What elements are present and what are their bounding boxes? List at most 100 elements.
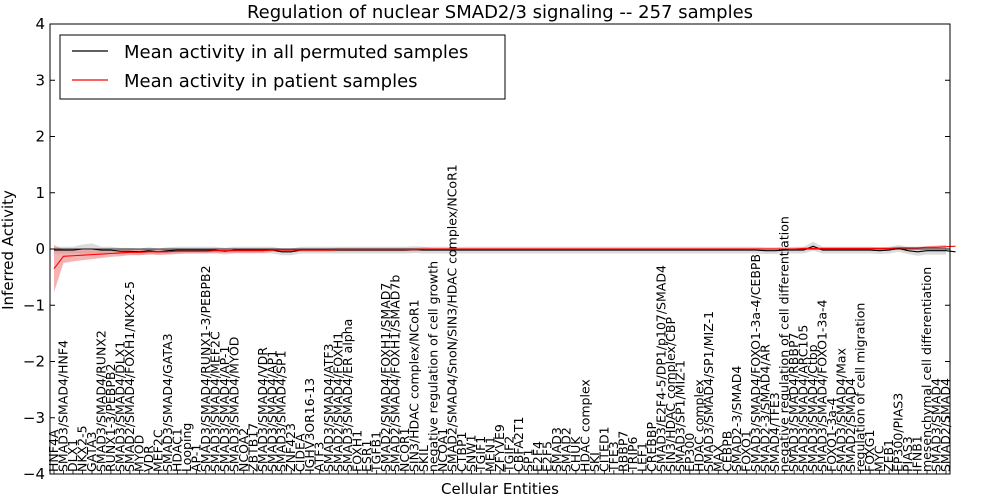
category-label: SMAD3/SMAD4/MYOD <box>226 337 241 472</box>
category-label: SMAD2-3/SMAD4/AR <box>758 344 773 472</box>
series-line-permuted <box>54 245 956 253</box>
category-label: E2F5 <box>539 441 554 472</box>
category-label: negative regulation of cell differentiat… <box>777 216 792 472</box>
category-label: SMAD2/SMAD4/FOXH1/SMAD7 <box>378 283 393 472</box>
legend-label-patient: Mean activity in patient samples <box>124 71 418 92</box>
category-label: SMAD3/SMAD4/AP1 <box>264 350 279 472</box>
x-axis-label: Cellular Entities <box>441 480 559 498</box>
category-label: NCOA1 <box>435 428 450 472</box>
category-label: SMAD2/SMAD4/FOXH1/NKX2-5 <box>122 281 137 472</box>
category-label: SNW1 <box>464 434 479 472</box>
category-label: SMAD3/SMAD4/RBBP7 <box>786 333 801 472</box>
category-label: SMAD3/SMAD4/FOXO1-3a-4 <box>815 299 830 472</box>
category-label: SMAD3/SMAD4/ER alpha <box>340 319 355 472</box>
category-label: MAX <box>710 444 725 472</box>
category-label: SMAD2/SMAD4 <box>843 378 858 472</box>
category-label: MEF2C <box>150 429 165 472</box>
category-label: SKI <box>587 452 602 472</box>
category-label: SMAD2/SMAD4 <box>938 378 953 472</box>
category-label: ZNF423 <box>283 423 298 472</box>
series-line-patient <box>53 245 956 270</box>
category-label: SMAD3/SMAD4/RUNX2 <box>93 330 108 472</box>
category-label: SMAD3/SMAD4/AP-1 <box>217 346 232 472</box>
category-label: FOXG1 <box>862 430 877 472</box>
y-tick-label: −1 <box>23 296 45 314</box>
category-label: NCOA2 <box>236 428 251 472</box>
y-tick-label: 2 <box>35 128 45 146</box>
category-label: ZEB1 <box>881 439 896 472</box>
category-label: SMAD3/SMAD4/DLX1 <box>112 341 127 472</box>
category-label: NKX2-5 <box>74 425 89 472</box>
category-label: SMAD3/SMAD4/GATA3 <box>160 333 175 472</box>
y-tick-label: 3 <box>35 71 45 89</box>
category-label: SKIL <box>416 445 431 472</box>
category-label: TRIP6 <box>625 436 640 473</box>
category-label: SMAD3/SMAD4/VDR <box>255 347 270 472</box>
category-label: IFNB1 <box>910 435 925 472</box>
x-axis-ticks <box>53 470 947 474</box>
legend: Mean activity in all permuted samples Me… <box>59 34 506 100</box>
category-label: PIAS3 <box>900 436 915 472</box>
category-label: MYOD <box>131 435 146 472</box>
y-tick-label: −3 <box>23 409 45 427</box>
category-label: IGHV3OR16-13 <box>302 378 317 472</box>
category-label: SMAD3/SP1/MIZ-1 <box>672 360 687 472</box>
band-patient <box>54 245 946 293</box>
category-label: SMAD3/SMAD4/Ctbp <box>805 344 820 472</box>
category-label: GATA3 <box>84 432 99 472</box>
category-label: TGIF2 <box>501 436 516 473</box>
category-label: EP300 <box>682 433 697 472</box>
category-label: RBBP7 <box>615 431 630 472</box>
category-label: SMAD3/SMAD4/SP1/MIZ-1 <box>701 311 716 472</box>
chart-title: Regulation of nuclear SMAD2/3 signaling … <box>247 2 753 23</box>
category-label: FOXO1-3a-4 <box>824 398 839 472</box>
category-label: negative regulation of cell growth <box>426 261 441 472</box>
category-label: Looping <box>179 423 194 472</box>
y-tick-label: 0 <box>35 240 45 258</box>
legend-box <box>59 34 506 100</box>
legend-label-permuted: Mean activity in all permuted samples <box>124 42 468 63</box>
category-label: SMAD3/SMAD4/ARC105 <box>796 325 811 472</box>
y-axis-ticks: −4 −3 −2 −1 0 1 2 3 4 <box>23 15 950 483</box>
category-label: VDR <box>141 445 156 472</box>
y-axis-label: Inferred Activity <box>0 190 17 310</box>
series-lines <box>53 245 956 270</box>
category-label: SMAD3/SMAD4/HNF4 <box>55 340 70 472</box>
category-label: TFE3 <box>606 441 621 473</box>
category-label: ESR1 <box>359 440 374 472</box>
category-label: NCOR1 <box>397 427 412 472</box>
category-label: SMAD3/SMAD4/Max <box>834 348 849 472</box>
category-label: DLX1 <box>65 439 80 472</box>
category-label: SMAD2/SMAD4/SnoN/SIN3/HDAC complex/NCoR1 <box>445 164 460 472</box>
category-label: CHUK <box>568 436 583 472</box>
category-label: ZBTB17 <box>245 423 260 472</box>
category-label: FOXH1 <box>350 430 365 472</box>
category-label: HDAC complex <box>691 379 706 472</box>
category-label: E2F4 <box>530 441 545 472</box>
category-label: SMAD3/SMAD4/ATF3 <box>321 344 336 472</box>
category-label: SP1 <box>520 449 535 472</box>
category-label: SMAD3/SMAD4/SP1 <box>274 350 289 472</box>
category-label: CIDEA <box>293 433 308 472</box>
category-label: SMAD3/SMAD4 <box>929 378 944 472</box>
category-label: MYC <box>872 445 887 472</box>
y-tick-label: 1 <box>35 184 45 202</box>
category-label: LEF1 <box>634 442 649 472</box>
category-label: CBFA2T1 <box>511 417 526 472</box>
category-label: SMAD3/SMAD4/MEF2C <box>207 331 222 472</box>
category-label: SMAD3/SMAD4/FOXO1-3a-4/CEBPB <box>748 254 763 472</box>
category-label: ZFYVE9 <box>492 424 507 472</box>
category-label: FOXO1 <box>739 430 754 472</box>
category-label: SMAD3/E2F4-5/DP1/p107/SMAD4 <box>653 265 668 472</box>
category-label: AP-1 <box>188 444 203 472</box>
category-label: TGFB1 <box>369 431 384 473</box>
category-label: MEN1 <box>483 436 498 472</box>
category-label: TGIF1 <box>473 436 488 473</box>
category-label: SMAD2/SMAD4/FOXH1/SMAD7b <box>388 275 403 472</box>
category-label: ATF3 <box>312 442 327 472</box>
category-label: HDAC1 <box>169 428 184 472</box>
category-label: mesenchymal cell differentiation <box>919 267 934 472</box>
category-label: CREBBP <box>644 422 659 472</box>
category-label: HDAC complex <box>577 379 592 472</box>
category-label: RUNX1-3/PEBPB2 <box>103 364 118 472</box>
